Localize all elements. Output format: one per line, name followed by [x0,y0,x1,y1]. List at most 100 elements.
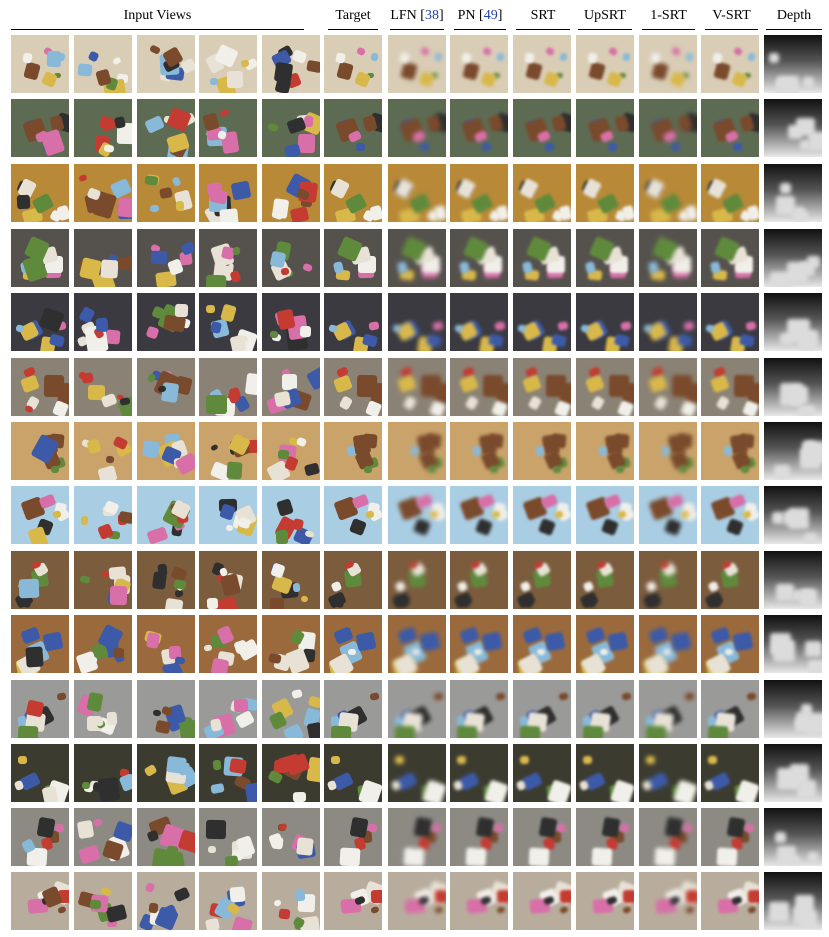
thumbnail-input-view-4 [199,164,257,222]
thumbnail-pn [450,35,508,93]
thumbnail-pn [450,293,508,351]
thumbnail-upsrt [576,358,634,416]
thumbnail-srt [513,615,571,673]
thumbnail-input-view-5 [262,229,320,287]
thumbnail-input-view-1 [11,358,69,416]
thumbnail-input-view-2 [74,99,132,157]
thumbnail-input-view-3 [137,358,195,416]
thumbnail-input-view-3 [137,808,195,866]
thumbnail-input-view-5 [262,293,320,351]
thumbnail-upsrt [576,872,634,930]
thumbnail-input-view-2 [74,551,132,609]
thumbnail-lfn [388,99,446,157]
citation-bracket: ] [497,8,503,23]
thumbnail-input-view-3 [137,872,195,930]
thumbnail-target [324,872,382,930]
thumbnail-input-view-4 [199,422,257,480]
thumbnail-srt [513,551,571,609]
thumbnail-1-srt [639,615,697,673]
thumbnail-input-view-5 [262,486,320,544]
column-header-pn: PN [49] [452,4,508,30]
thumbnail-upsrt [576,551,634,609]
thumbnail-input-view-2 [74,615,132,673]
thumbnail-input-view-4 [199,808,257,866]
header-underline [390,29,444,30]
thumbnail-input-view-4 [199,615,257,673]
thumbnail-input-view-5 [262,744,320,802]
thumbnail-lfn [388,744,446,802]
thumbnail-v-srt [701,808,759,866]
thumbnail-input-view-4 [199,229,257,287]
thumbnail-input-view-1 [11,164,69,222]
thumbnail-target [324,229,382,287]
thumbnail-depth [764,35,822,93]
thumbnail-target [324,615,382,673]
thumbnail-depth [764,358,822,416]
thumbnail-lfn [388,164,446,222]
thumbnail-input-view-5 [262,164,320,222]
thumbnail-depth [764,808,822,866]
thumbnail-target [324,744,382,802]
thumbnail-v-srt [701,872,759,930]
thumbnail-input-view-2 [74,872,132,930]
thumbnail-pn [450,680,508,738]
thumbnail-target [324,551,382,609]
thumbnail-input-view-1 [11,229,69,287]
thumbnail-v-srt [701,744,759,802]
thumbnail-input-view-1 [11,680,69,738]
thumbnail-v-srt [701,680,759,738]
column-header-target: Target [326,4,380,30]
thumbnail-1-srt [639,808,697,866]
thumbnail-srt [513,164,571,222]
thumbnail-input-view-2 [74,744,132,802]
column-header-depth: Depth [764,4,824,30]
thumbnail-target [324,422,382,480]
citation-bracket: ] [438,8,444,23]
citation-link[interactable]: 49 [483,8,498,23]
thumbnail-input-view-4 [199,680,257,738]
thumbnail-input-view-1 [11,744,69,802]
thumbnail-upsrt [576,486,634,544]
thumbnail-1-srt [639,293,697,351]
citation-link[interactable]: 38 [424,8,439,23]
thumbnail-v-srt [701,551,759,609]
thumbnail-input-view-4 [199,358,257,416]
thumbnail-input-view-2 [74,808,132,866]
thumbnail-input-view-3 [137,293,195,351]
thumbnail-srt [513,808,571,866]
header-underline [516,29,570,30]
thumbnail-depth [764,164,822,222]
thumbnail-pn [450,358,508,416]
column-header-label: LFN [ [390,8,425,23]
column-header-label: PN [ [457,8,484,23]
thumbnail-target [324,808,382,866]
thumbnail-srt [513,744,571,802]
thumbnail-lfn [388,35,446,93]
thumbnail-v-srt [701,164,759,222]
column-header-label: UpSRT [584,8,626,23]
thumbnail-srt [513,293,571,351]
thumbnail-upsrt [576,99,634,157]
thumbnail-upsrt [576,808,634,866]
thumbnail-input-view-1 [11,293,69,351]
thumbnail-pn [450,486,508,544]
thumbnail-input-view-3 [137,680,195,738]
thumbnail-srt [513,358,571,416]
thumbnail-1-srt [639,164,697,222]
thumbnail-upsrt [576,293,634,351]
thumbnail-depth [764,615,822,673]
thumbnail-1-srt [639,422,697,480]
thumbnail-upsrt [576,680,634,738]
thumbnail-1-srt [639,358,697,416]
thumbnail-v-srt [701,293,759,351]
thumbnail-depth [764,872,822,930]
thumbnail-input-view-4 [199,486,257,544]
thumbnail-pn [450,615,508,673]
thumbnail-input-view-2 [74,358,132,416]
thumbnail-input-view-4 [199,293,257,351]
thumbnail-lfn [388,293,446,351]
thumbnail-target [324,35,382,93]
thumbnail-lfn [388,808,446,866]
column-header-srt: SRT [514,4,572,30]
thumbnail-srt [513,35,571,93]
